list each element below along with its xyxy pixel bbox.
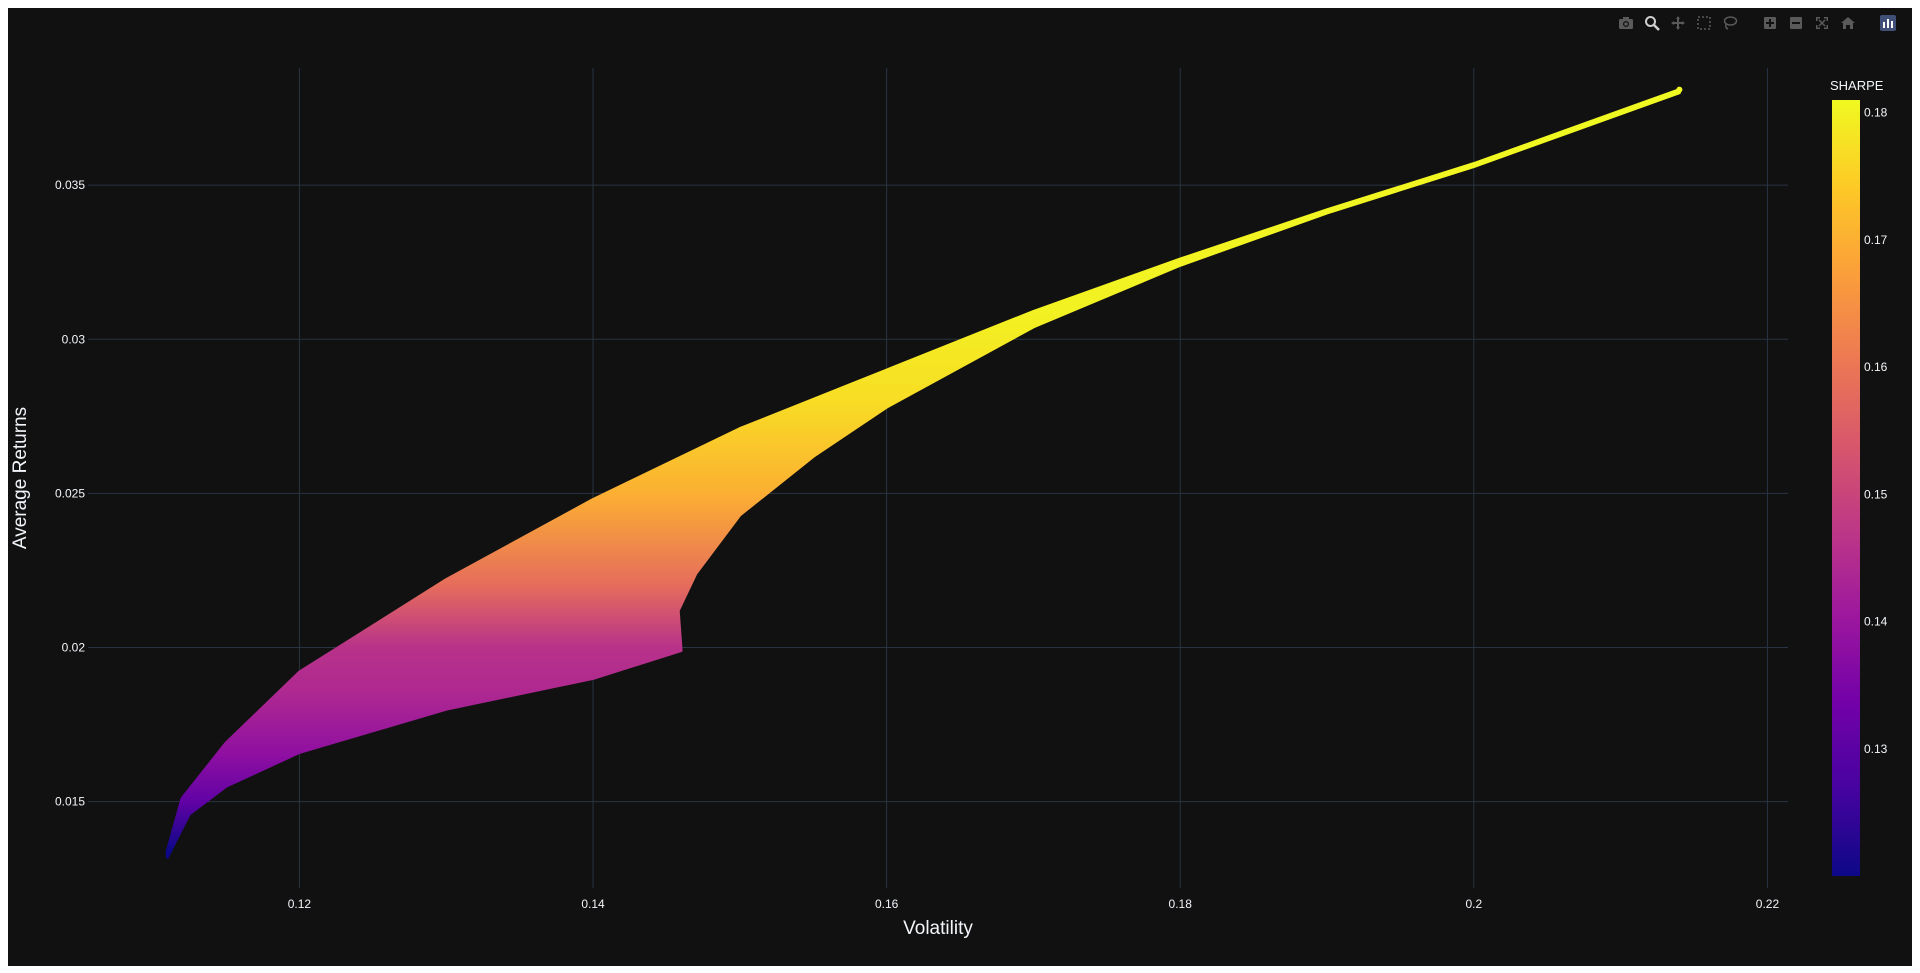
colorbar: SHARPE 0.13 0.14 0.15 0.16 0.17 0.18 <box>1830 78 1888 876</box>
colorbar-tick-label: 0.14 <box>1864 615 1888 629</box>
colorbar-tick-label: 0.16 <box>1864 360 1888 374</box>
x-tick-label: 0.16 <box>875 897 899 911</box>
modebar <box>1616 12 1898 34</box>
y-tick-label: 0.015 <box>55 795 85 809</box>
scatter-region <box>165 86 1683 859</box>
pan-icon[interactable] <box>1668 13 1688 33</box>
y-tick-label: 0.025 <box>55 486 85 500</box>
x-tick-label: 0.2 <box>1465 897 1482 911</box>
x-tick-label: 0.18 <box>1169 897 1193 911</box>
colorbar-ticks: 0.13 0.14 0.15 0.16 0.17 0.18 <box>1864 106 1888 756</box>
efficient-frontier-region <box>165 88 1681 859</box>
zoom-out-icon[interactable] <box>1786 13 1806 33</box>
y-axis-title: Average Returns <box>10 407 31 549</box>
colorbar-tick-label: 0.15 <box>1864 487 1888 501</box>
x-axis-ticks: 0.12 0.14 0.16 0.18 0.2 0.22 <box>288 897 1780 911</box>
colorbar-title: SHARPE <box>1830 78 1884 93</box>
reset-axes-icon[interactable] <box>1838 13 1858 33</box>
y-tick-label: 0.02 <box>62 641 86 655</box>
colorbar-tick-label: 0.18 <box>1864 106 1888 120</box>
plotly-logo-icon[interactable] <box>1878 13 1898 33</box>
autoscale-icon[interactable] <box>1812 13 1832 33</box>
x-tick-label: 0.22 <box>1756 897 1780 911</box>
colorbar-tick-label: 0.13 <box>1864 742 1888 756</box>
chart-canvas[interactable]: 0.12 0.14 0.16 0.18 0.2 0.22 0.0150.020.0250.… <box>8 8 1912 966</box>
lasso-icon[interactable] <box>1720 13 1740 33</box>
camera-icon[interactable] <box>1616 13 1636 33</box>
colorbar-tick-label: 0.17 <box>1864 233 1888 247</box>
max-return-point <box>1676 86 1683 93</box>
gridlines <box>88 68 1788 888</box>
y-axis-ticks: 0.015 0.02 0.025 0.03 0.035 <box>55 178 85 809</box>
colorbar-gradient <box>1832 100 1860 876</box>
x-axis-title: Volatility <box>903 918 973 939</box>
y-tick-label: 0.035 <box>55 178 85 192</box>
x-tick-label: 0.12 <box>288 897 312 911</box>
x-tick-label: 0.14 <box>581 897 605 911</box>
min-volatility-point <box>165 850 171 856</box>
y-tick-label: 0.03 <box>62 332 86 346</box>
box-select-icon[interactable] <box>1694 13 1714 33</box>
zoom-in-icon[interactable] <box>1760 13 1780 33</box>
plot-frame: 0.12 0.14 0.16 0.18 0.2 0.22 0.015 0.02 0.025 0.… <box>8 8 1912 966</box>
zoom-icon[interactable] <box>1642 13 1662 33</box>
